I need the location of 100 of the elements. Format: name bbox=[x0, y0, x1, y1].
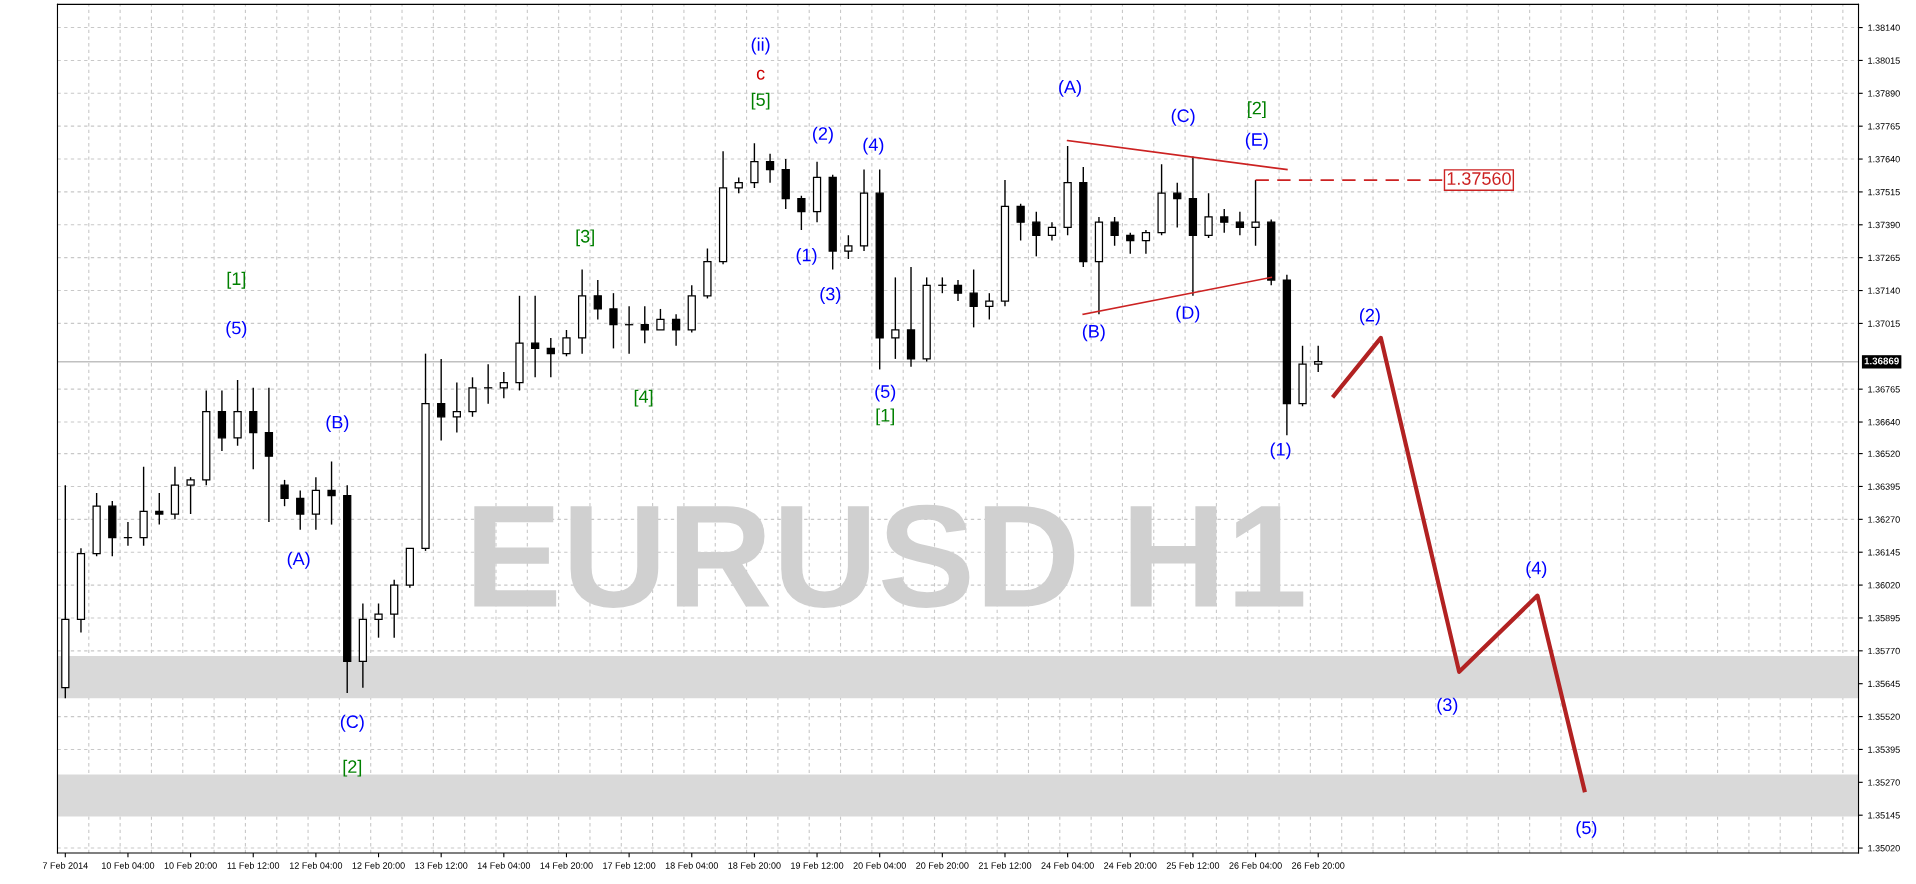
candlestick bbox=[264, 387, 274, 523]
y-tick-label: 1.37390 bbox=[1868, 221, 1900, 229]
y-tick-label: 1.37640 bbox=[1868, 156, 1900, 163]
annotation: [1] bbox=[876, 408, 894, 426]
x-tick-label: 14 Feb 04:00 bbox=[477, 862, 531, 869]
candlestick bbox=[656, 308, 665, 331]
candlestick bbox=[1110, 216, 1119, 247]
annotation: [2] bbox=[343, 759, 362, 777]
candlestick bbox=[327, 460, 336, 526]
candlestick bbox=[640, 305, 649, 344]
y-tick-label: 1.35020 bbox=[1868, 845, 1900, 852]
candlestick bbox=[1314, 345, 1323, 373]
y-tick-label: 1.37765 bbox=[1868, 123, 1900, 130]
x-tick-label: 17 Feb 12:00 bbox=[603, 862, 656, 869]
y-tick-label: 1.35895 bbox=[1868, 614, 1900, 622]
annotation: [3] bbox=[576, 229, 594, 247]
candlestick bbox=[1204, 192, 1213, 239]
annotation: (ii) bbox=[751, 37, 770, 55]
x-tick-label: 26 Feb 04:00 bbox=[1229, 862, 1282, 869]
annotation: (4) bbox=[1526, 561, 1547, 579]
candlestick bbox=[311, 476, 321, 531]
candlestick bbox=[499, 371, 508, 400]
candlestick bbox=[765, 153, 775, 184]
x-tick-label: 18 Feb 04:00 bbox=[665, 862, 719, 869]
annotation: (A) bbox=[1059, 80, 1081, 97]
candlestick bbox=[1047, 221, 1057, 242]
candlestick bbox=[296, 489, 305, 531]
candlestick bbox=[750, 142, 759, 189]
annotation: (3) bbox=[1437, 697, 1458, 715]
y-tick-label: 1.35770 bbox=[1868, 647, 1900, 655]
y-tick-label: 1.36640 bbox=[1868, 419, 1900, 426]
candlestick bbox=[593, 279, 602, 321]
candlestick bbox=[953, 279, 963, 302]
y-tick-label: 1.35520 bbox=[1868, 713, 1900, 720]
data-label: 1.37560 bbox=[1447, 172, 1511, 185]
y-tick-label: 1.35645 bbox=[1868, 680, 1900, 688]
candlestick bbox=[969, 268, 978, 329]
y-tick-label: 1.36765 bbox=[1868, 386, 1900, 393]
candlestick bbox=[1016, 203, 1025, 242]
candlestick bbox=[1126, 231, 1135, 255]
x-tick-label: 12 Feb 20:00 bbox=[352, 862, 405, 869]
x-tick-label: 24 Feb 04:00 bbox=[1041, 862, 1094, 869]
x-tick-label: 25 Feb 12:00 bbox=[1166, 862, 1220, 869]
candlestick bbox=[609, 292, 618, 350]
y-tick-label: 1.38140 bbox=[1868, 24, 1900, 31]
annotation: (2) bbox=[1359, 308, 1380, 326]
annotation: (D) bbox=[1176, 305, 1200, 323]
annotation: (A) bbox=[287, 551, 310, 569]
candlestick bbox=[891, 276, 900, 360]
y-tick-label: 1.36520 bbox=[1868, 450, 1900, 457]
annotation: (1) bbox=[796, 248, 817, 265]
x-tick-label: 18 Feb 20:00 bbox=[728, 862, 781, 869]
annotation: (1) bbox=[1270, 442, 1291, 460]
candlestick bbox=[155, 492, 164, 526]
annotation: (B) bbox=[326, 415, 349, 433]
candlestick bbox=[530, 295, 540, 379]
line-series bbox=[1331, 335, 1587, 793]
candlestick bbox=[1235, 210, 1245, 237]
x-tick-label: 11 Feb 12:00 bbox=[227, 862, 280, 869]
y-tick-label: 1.37515 bbox=[1868, 188, 1900, 196]
candlestick bbox=[797, 195, 806, 231]
annotation: c bbox=[756, 69, 765, 80]
x-tick-label: 26 Feb 20:00 bbox=[1292, 862, 1345, 869]
candlestick bbox=[280, 479, 289, 507]
candlestick bbox=[671, 313, 681, 347]
annotation: (5) bbox=[875, 384, 896, 402]
y-tick-label: 1.35395 bbox=[1868, 746, 1900, 753]
y-tick-label: 1.36020 bbox=[1868, 582, 1900, 589]
annotation: (B) bbox=[1082, 324, 1105, 342]
x-tick-label: 21 Feb 12:00 bbox=[978, 862, 1032, 869]
x-tick-label: 12 Feb 04:00 bbox=[289, 862, 343, 869]
y-tick-label: 1.35270 bbox=[1868, 779, 1900, 786]
x-tick-label: 20 Feb 20:00 bbox=[916, 862, 969, 869]
candlestick bbox=[1251, 179, 1260, 247]
candlestick bbox=[249, 387, 258, 471]
candlestick bbox=[374, 602, 383, 639]
x-tick-label: 19 Feb 12:00 bbox=[791, 862, 844, 869]
candlestick bbox=[844, 234, 853, 260]
x-tick-label: 14 Feb 20:00 bbox=[540, 862, 593, 869]
annotation: (4) bbox=[863, 137, 884, 155]
annotation: (2) bbox=[813, 126, 833, 144]
candlestick bbox=[1032, 210, 1041, 258]
annotation: [2] bbox=[1248, 101, 1266, 119]
annotation: (C) bbox=[340, 714, 364, 732]
annotation: [4] bbox=[634, 389, 653, 407]
candlestick bbox=[1141, 229, 1151, 255]
candlestick bbox=[1220, 208, 1229, 234]
y-tick-label: 1.37265 bbox=[1868, 254, 1900, 262]
candlestick bbox=[437, 358, 446, 442]
candlestick bbox=[546, 337, 555, 379]
x-tick-label: 7 Feb 2014 bbox=[42, 862, 88, 869]
x-tick-label: 24 Feb 20:00 bbox=[1104, 862, 1157, 869]
y-tick-label: 1.37890 bbox=[1868, 90, 1900, 97]
candlestick bbox=[452, 381, 461, 434]
ref-line-label: 1.36869 bbox=[1864, 357, 1899, 365]
annotation: (5) bbox=[1576, 820, 1597, 838]
candlestick bbox=[468, 376, 477, 418]
annotation: [5] bbox=[751, 92, 770, 110]
y-tick-label: 1.37140 bbox=[1868, 287, 1900, 294]
annotation: (E) bbox=[1245, 132, 1268, 150]
